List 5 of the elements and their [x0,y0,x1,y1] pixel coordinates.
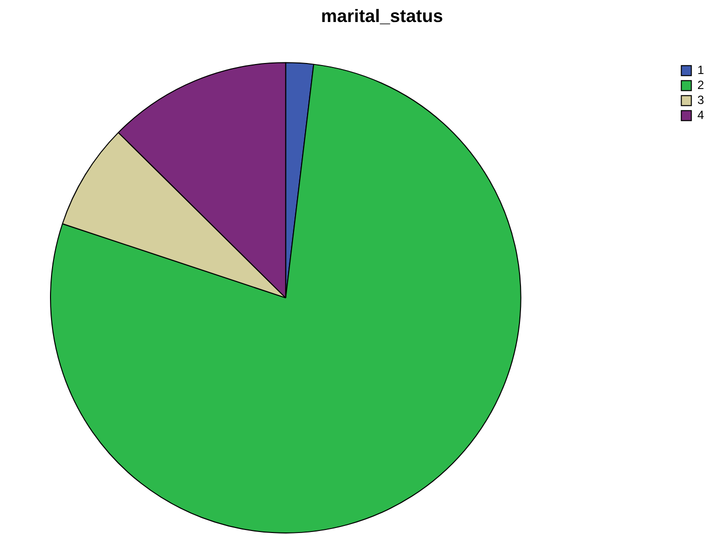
legend-label: 1 [697,62,704,77]
legend-label: 2 [697,78,704,92]
chart-title: marital_status [320,6,444,26]
legend-label: 3 [697,92,704,107]
legend-label: 4 [697,108,704,122]
